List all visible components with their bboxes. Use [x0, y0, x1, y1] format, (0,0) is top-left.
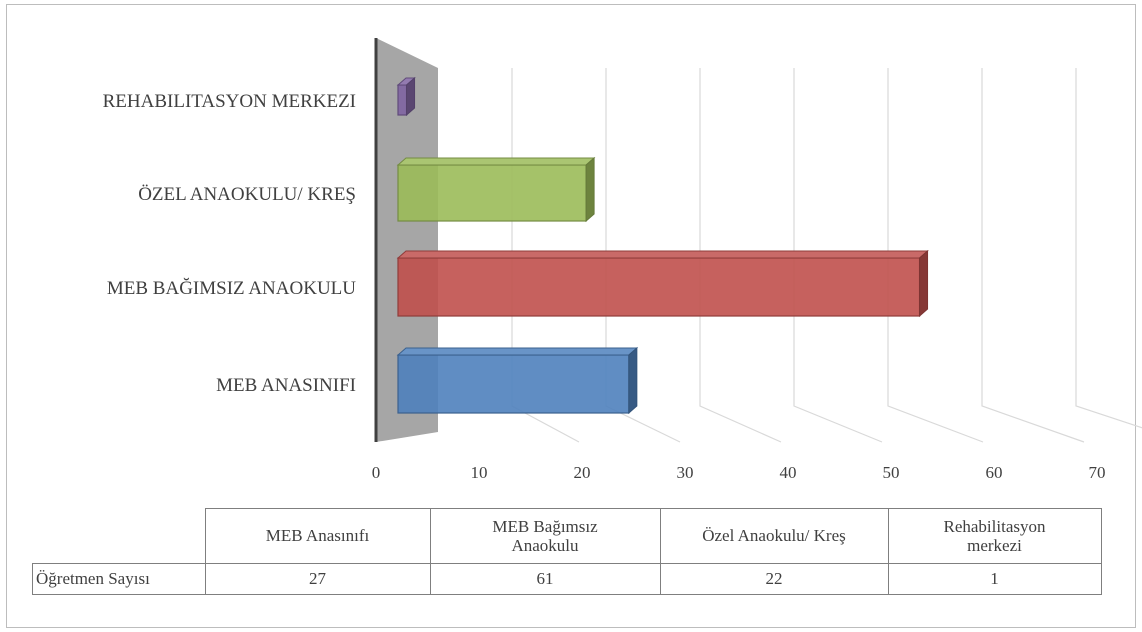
- table-header-rehabilitasyon-merkezi: Rehabilitasyon merkezi: [887, 508, 1102, 564]
- category-label-2: ÖZEL ANAOKULU/ KREŞ: [138, 184, 356, 205]
- table-cell-rehabilitasyon-merkezi: 1: [887, 562, 1102, 595]
- bar-side-2: [585, 156, 595, 223]
- bar-side-3: [406, 76, 416, 117]
- bar-top-1: [396, 250, 929, 259]
- bar-chart: 0 10 20 30 40 50 60 70 MEB ANASINIFI MEB BAĞIMSIZ…: [103, 38, 1142, 482]
- category-label-1: MEB BAĞIMSIZ ANAOKULU: [107, 277, 356, 299]
- gridline-40: [793, 68, 883, 443]
- bar-2: [397, 164, 587, 222]
- bar-side-1: [919, 249, 929, 318]
- tick-label-70: 70: [1089, 463, 1106, 482]
- bar-3: [397, 84, 408, 116]
- table-header-row: MEB Anasınıfı MEB Bağımsız Anaokulu Özel…: [32, 508, 1102, 564]
- bar-0: [397, 354, 630, 414]
- table-header-meb-anasinifi: MEB Anasınıfı: [204, 508, 431, 564]
- table-cell-meb-bagimsiz-anaokulu: 61: [429, 562, 661, 595]
- bar-top-0: [396, 347, 639, 356]
- tick-label-0: 0: [372, 463, 381, 482]
- side-wall: [376, 38, 438, 442]
- table-row-label: Öğretmen Sayısı: [32, 562, 206, 595]
- gridline-70: [1075, 68, 1142, 429]
- bar-1: [397, 257, 921, 317]
- tick-label-50: 50: [883, 463, 900, 482]
- table-row: Öğretmen Sayısı 27 61 22 1: [32, 562, 1102, 595]
- tick-label-20: 20: [574, 463, 591, 482]
- gridline-60: [981, 68, 1085, 443]
- table-header-meb-bagimsiz-anaokulu: MEB Bağımsız Anaokulu: [429, 508, 661, 564]
- tick-label-40: 40: [780, 463, 797, 482]
- data-table: MEB Anasınıfı MEB Bağımsız Anaokulu Özel…: [32, 508, 1102, 595]
- bar-top-2: [396, 157, 596, 166]
- table-cell-ozel-anaokulu-kres: 22: [659, 562, 889, 595]
- gridline-30: [699, 68, 782, 443]
- tick-label-30: 30: [677, 463, 694, 482]
- category-label-3: REHABILITASYON MERKEZI: [103, 91, 356, 112]
- table-cell-meb-anasinifi: 27: [204, 562, 431, 595]
- category-label-0: MEB ANASINIFI: [216, 375, 356, 396]
- tick-label-10: 10: [471, 463, 488, 482]
- gridline-50: [887, 68, 984, 443]
- bar-side-0: [628, 346, 638, 415]
- tick-label-60: 60: [986, 463, 1003, 482]
- table-header-ozel-anaokulu-kres: Özel Anaokulu/ Kreş: [659, 508, 889, 564]
- table-corner: [32, 508, 206, 564]
